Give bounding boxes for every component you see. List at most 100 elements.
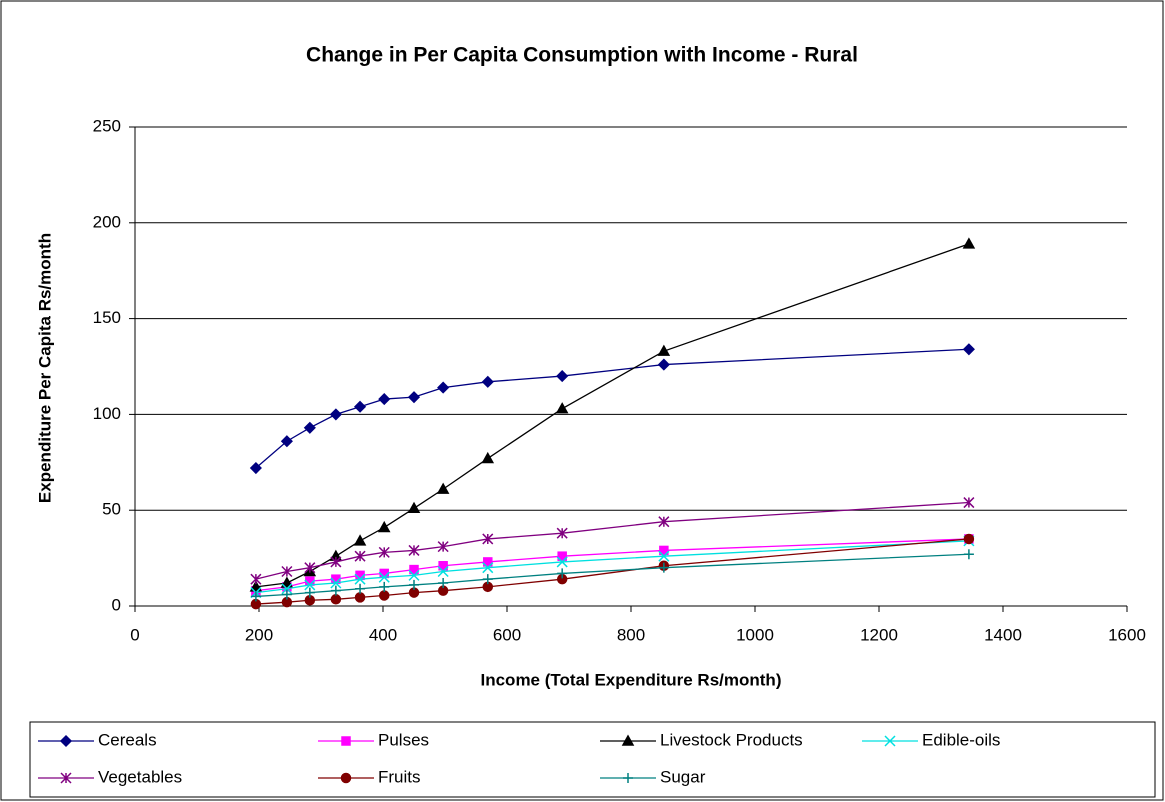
marker <box>281 583 293 595</box>
marker <box>409 579 419 590</box>
marker <box>963 549 974 560</box>
y-tick-label: 50 <box>102 500 121 519</box>
x-tick-label: 600 <box>493 625 521 644</box>
marker <box>556 370 569 383</box>
marker <box>353 534 367 546</box>
marker <box>330 594 342 605</box>
marker <box>354 592 366 603</box>
legend-marker <box>341 736 351 746</box>
marker <box>557 568 568 579</box>
marker <box>280 435 293 448</box>
series-line <box>255 540 969 594</box>
y-tick-label: 100 <box>93 404 121 423</box>
marker <box>557 551 567 561</box>
marker <box>304 579 316 591</box>
marker <box>657 344 671 356</box>
series-line <box>255 501 969 580</box>
y-tick-label: 250 <box>93 116 121 135</box>
marker <box>353 400 367 413</box>
x-tick-label: 200 <box>245 625 273 644</box>
marker <box>355 583 366 594</box>
x-tick-label: 0 <box>130 625 139 644</box>
marker <box>482 574 493 585</box>
marker <box>438 578 449 589</box>
marker <box>658 550 670 562</box>
marker <box>407 501 421 514</box>
marker <box>303 421 316 434</box>
x-tick-label: 1200 <box>860 625 898 644</box>
marker <box>408 569 420 581</box>
marker <box>481 451 495 464</box>
marker <box>438 561 448 571</box>
marker <box>330 577 342 589</box>
legend-box <box>29 721 1156 798</box>
legend-label: Cereals <box>98 730 157 749</box>
x-tick-label: 400 <box>369 625 397 644</box>
marker <box>250 573 262 585</box>
marker <box>281 565 293 578</box>
marker <box>304 562 316 574</box>
x-tick-label: 1000 <box>736 625 774 644</box>
x-tick-label: 1600 <box>1108 625 1146 644</box>
marker <box>437 381 450 394</box>
marker <box>378 393 391 406</box>
y-tick-label: 200 <box>93 212 121 231</box>
marker <box>437 565 449 578</box>
marker <box>556 527 568 539</box>
legend-label: Fruits <box>378 767 421 786</box>
marker <box>481 375 494 388</box>
marker <box>330 585 341 596</box>
x-axis-label: Income (Total Expenditure Rs/month) <box>481 670 782 689</box>
y-axis-label: Expenditure Per Capita Rs/month <box>35 233 54 503</box>
marker <box>330 556 342 568</box>
marker <box>437 541 449 553</box>
marker <box>378 590 390 601</box>
legend-marker <box>340 772 352 784</box>
marker <box>556 556 568 568</box>
marker <box>329 408 342 421</box>
legend-label: Livestock Products <box>660 730 803 749</box>
x-tick-label: 1400 <box>984 625 1022 644</box>
marker <box>408 544 420 556</box>
marker <box>249 461 262 475</box>
marker <box>482 533 494 545</box>
legend-label: Sugar <box>660 767 706 786</box>
marker <box>377 520 391 533</box>
marker <box>409 564 419 575</box>
marker <box>963 533 975 545</box>
chart-title: Change in Per Capita Consumption with In… <box>306 44 858 67</box>
marker <box>407 391 421 404</box>
legend-label: Vegetables <box>98 767 182 786</box>
marker <box>658 516 670 528</box>
marker <box>555 402 569 414</box>
legend-marker <box>621 734 635 746</box>
marker <box>250 591 261 602</box>
marker <box>249 580 263 592</box>
x-tick-label: 800 <box>617 625 645 644</box>
marker <box>483 557 493 567</box>
legend-marker <box>623 773 633 783</box>
marker <box>962 343 975 356</box>
legend-label: Edible-oils <box>922 730 1000 749</box>
marker <box>354 550 366 562</box>
marker <box>659 545 669 556</box>
marker <box>379 581 390 592</box>
marker <box>963 497 975 509</box>
legend-marker <box>60 772 72 784</box>
y-tick-label: 0 <box>112 595 121 614</box>
marker <box>657 358 670 371</box>
y-tick-label: 150 <box>93 308 121 327</box>
marker <box>962 237 976 249</box>
marker <box>354 573 366 585</box>
marker <box>658 562 669 573</box>
marker <box>482 562 494 574</box>
marker <box>304 587 315 598</box>
marker <box>281 589 292 600</box>
marker <box>280 576 294 588</box>
legend-label: Pulses <box>378 730 429 749</box>
legend-marker <box>59 734 73 748</box>
marker <box>378 546 390 558</box>
marker <box>378 571 390 583</box>
